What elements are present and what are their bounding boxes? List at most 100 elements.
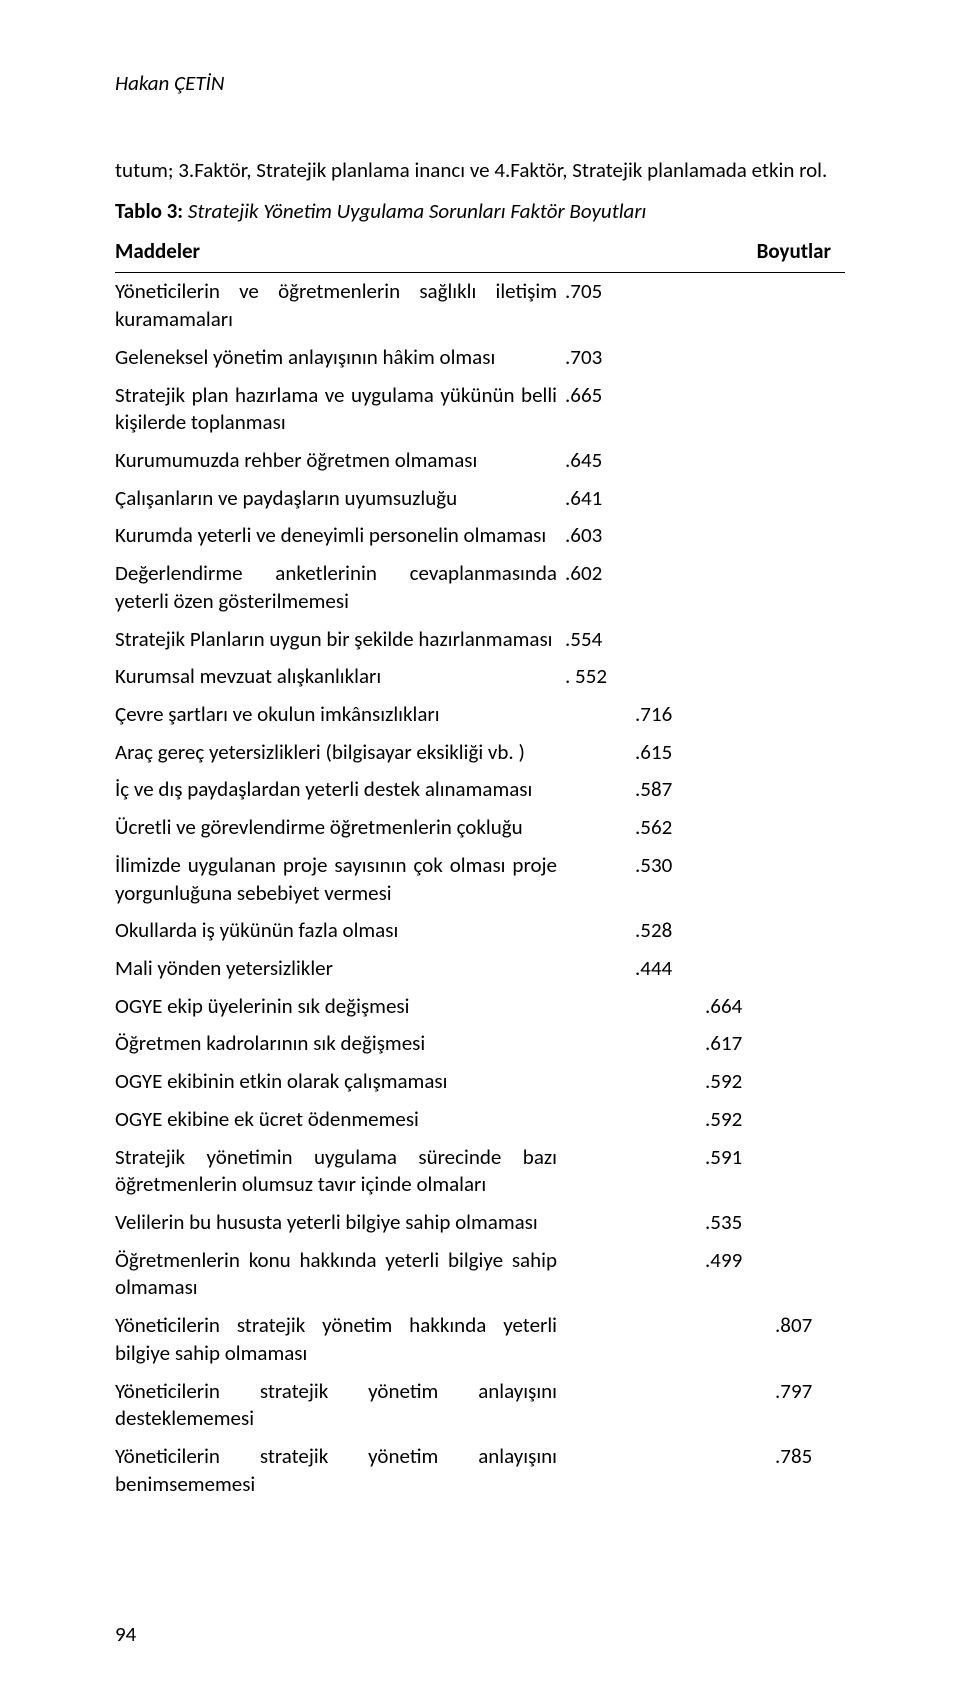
table-row: Yöneticilerin stratejik yönetim anlayışı…	[115, 1373, 845, 1438]
row-spacer	[775, 912, 845, 950]
row-label: Çevre şartları ve okulun imkânsızlıkları	[115, 696, 565, 734]
row-spacer	[705, 696, 775, 734]
row-spacer	[705, 273, 775, 339]
col-header-maddeler: Maddeler	[115, 232, 565, 273]
factor-table: Maddeler Boyutlar Yöneticilerin ve öğret…	[115, 232, 845, 1503]
row-spacer	[635, 1242, 705, 1307]
row-spacer	[565, 1242, 635, 1307]
row-spacer	[705, 771, 775, 809]
table-row: Stratejik plan hazırlama ve uygulama yük…	[115, 377, 845, 442]
row-value: .603	[565, 517, 635, 555]
table-row: Kurumda yeterli ve deneyimli personelin …	[115, 517, 845, 555]
row-spacer	[565, 696, 635, 734]
row-value: .591	[705, 1139, 775, 1204]
row-label: İç ve dış paydaşlardan yeterli destek al…	[115, 771, 565, 809]
row-label: Stratejik Planların uygun bir şekilde ha…	[115, 621, 565, 659]
table-row: Okullarda iş yükünün fazla olması .528	[115, 912, 845, 950]
row-value: .615	[635, 734, 705, 772]
row-value: .592	[705, 1063, 775, 1101]
row-spacer	[635, 273, 705, 339]
row-label: Yöneticilerin ve öğretmenlerin sağlıklı …	[115, 273, 565, 339]
row-label: Okullarda iş yükünün fazla olması	[115, 912, 565, 950]
row-spacer	[635, 1373, 705, 1438]
table-row: Değerlendirme anketlerinin cevaplanmasın…	[115, 555, 845, 620]
row-label: Öğretmenlerin konu hakkında yeterli bilg…	[115, 1242, 565, 1307]
row-value: .664	[705, 988, 775, 1026]
row-spacer	[635, 1101, 705, 1139]
row-spacer	[565, 1101, 635, 1139]
row-label: Kurumsal mevzuat alışkanlıkları	[115, 658, 565, 696]
row-spacer	[705, 442, 775, 480]
row-spacer	[705, 377, 775, 442]
row-spacer	[705, 912, 775, 950]
caption-prefix: Tablo 3:	[115, 198, 183, 224]
row-value: .562	[635, 809, 705, 847]
row-spacer	[565, 847, 635, 912]
row-label: Kurumda yeterli ve deneyimli personelin …	[115, 517, 565, 555]
row-label: Yöneticilerin stratejik yönetim hakkında…	[115, 1307, 565, 1372]
row-spacer	[635, 480, 705, 518]
row-spacer	[705, 555, 775, 620]
row-spacer	[635, 1438, 705, 1503]
row-spacer	[705, 480, 775, 518]
row-spacer	[635, 1063, 705, 1101]
row-label: OGYE ekibinin etkin olarak çalışmaması	[115, 1063, 565, 1101]
row-spacer	[705, 809, 775, 847]
row-value: .587	[635, 771, 705, 809]
row-spacer	[565, 1438, 635, 1503]
row-spacer	[705, 1307, 775, 1372]
row-spacer	[635, 377, 705, 442]
table-row: Geleneksel yönetim anlayışının hâkim olm…	[115, 339, 845, 377]
table-row: OGYE ekip üyelerinin sık değişmesi .664	[115, 988, 845, 1026]
caption-text: Stratejik Yönetim Uygulama Sorunları Fak…	[188, 198, 647, 224]
row-value: .554	[565, 621, 635, 659]
row-spacer	[775, 517, 845, 555]
row-value: .665	[565, 377, 635, 442]
row-spacer	[565, 1139, 635, 1204]
table-row: Kurumumuzda rehber öğretmen olmaması.645	[115, 442, 845, 480]
row-spacer	[635, 517, 705, 555]
row-spacer	[705, 339, 775, 377]
row-spacer	[775, 442, 845, 480]
row-spacer	[775, 771, 845, 809]
row-label: Ücretli ve görevlendirme öğretmenlerin ç…	[115, 809, 565, 847]
row-spacer	[635, 555, 705, 620]
row-label: Kurumumuzda rehber öğretmen olmaması	[115, 442, 565, 480]
row-spacer	[775, 480, 845, 518]
row-value: .602	[565, 555, 635, 620]
row-label: Stratejik yönetimin uygulama sürecinde b…	[115, 1139, 565, 1204]
row-spacer	[635, 988, 705, 1026]
table-row: Öğretmenlerin konu hakkında yeterli bilg…	[115, 1242, 845, 1307]
row-spacer	[565, 1307, 635, 1372]
author-header: Hakan ÇETİN	[115, 70, 845, 96]
row-spacer	[775, 1063, 845, 1101]
row-spacer	[565, 1063, 635, 1101]
table-caption: Tablo 3: Stratejik Yönetim Uygulama Soru…	[115, 198, 845, 224]
row-value: .535	[705, 1204, 775, 1242]
row-value: .785	[775, 1438, 845, 1503]
row-spacer	[775, 377, 845, 442]
row-spacer	[775, 1242, 845, 1307]
row-spacer	[775, 1204, 845, 1242]
row-label: Stratejik plan hazırlama ve uygulama yük…	[115, 377, 565, 442]
row-spacer	[775, 621, 845, 659]
table-row: OGYE ekibinin etkin olarak çalışmaması .…	[115, 1063, 845, 1101]
row-label: Yöneticilerin stratejik yönetim anlayışı…	[115, 1438, 565, 1503]
row-value: .592	[705, 1101, 775, 1139]
row-spacer	[565, 988, 635, 1026]
row-label: Yöneticilerin stratejik yönetim anlayışı…	[115, 1373, 565, 1438]
row-label: Araç gereç yetersizlikleri (bilgisayar e…	[115, 734, 565, 772]
row-label: Öğretmen kadrolarının sık değişmesi	[115, 1025, 565, 1063]
page-number: 94	[115, 1621, 136, 1647]
row-value: .499	[705, 1242, 775, 1307]
row-spacer	[705, 658, 775, 696]
table-row: Öğretmen kadrolarının sık değişmesi .617	[115, 1025, 845, 1063]
table-row: Araç gereç yetersizlikleri (bilgisayar e…	[115, 734, 845, 772]
table-header-row: Maddeler Boyutlar	[115, 232, 845, 273]
table-row: İç ve dış paydaşlardan yeterli destek al…	[115, 771, 845, 809]
row-spacer	[775, 1139, 845, 1204]
row-spacer	[635, 1139, 705, 1204]
row-value: .641	[565, 480, 635, 518]
row-spacer	[635, 1307, 705, 1372]
row-spacer	[705, 950, 775, 988]
